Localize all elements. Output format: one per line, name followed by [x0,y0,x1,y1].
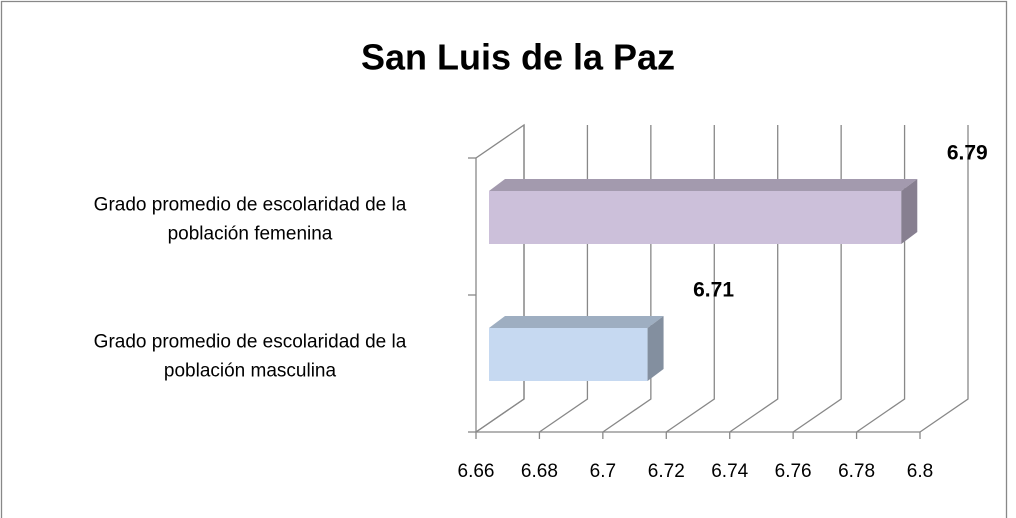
grid-line [539,125,589,433]
x-tick-label: 6.72 [648,461,685,482]
bar-top [489,316,664,328]
data-label: 6.71 [693,279,734,302]
grid-line [602,125,652,433]
bar-front [489,191,902,244]
x-tick-label: 6.8 [907,461,933,482]
x-tick-label: 6.7 [590,461,616,482]
bar-front [489,328,648,381]
x-tick-label: 6.76 [775,461,812,482]
grid-line [856,125,906,433]
grid-line [729,125,779,433]
left-wall [475,123,525,433]
grid-line [475,125,525,433]
bar [489,179,918,244]
grid-line [792,125,842,433]
y-tick-label: Grado promedio de escolaridad de la pobla… [94,332,407,382]
grid-line [919,125,969,433]
x-tick-label: 6.78 [838,461,875,482]
bar [489,316,664,381]
chart-title: San Luis de la Paz [361,37,675,78]
y-tick-label: Grado promedio de escolaridad de la pobla… [94,195,407,245]
bar-side [901,179,918,244]
x-tick-label: 6.68 [521,461,558,482]
data-label: 6.79 [947,142,988,165]
x-tick-label: 6.66 [458,461,495,482]
bar-side [647,316,664,381]
bar-top [489,179,918,191]
x-tick-label: 6.74 [711,461,748,482]
